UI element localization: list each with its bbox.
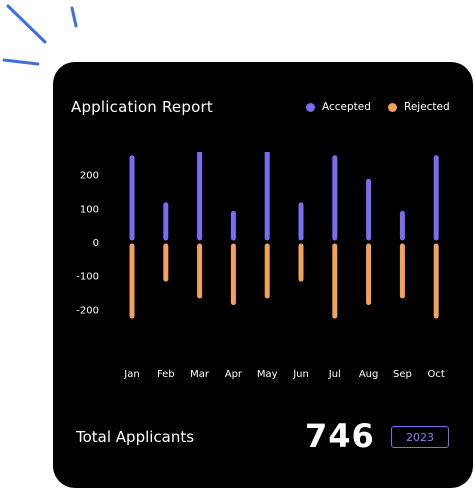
total-applicants-value: 746 [305,417,375,455]
x-tick-label: Mar [190,369,210,380]
decorative-rays-icon [2,4,78,66]
year-selector-button[interactable]: 2023 [391,426,449,448]
y-tick-label: -100 [76,272,99,283]
y-tick-label: -200 [76,305,99,316]
x-tick-label: Feb [157,369,175,380]
x-tick-label: Jan [123,369,139,380]
rejected-dot-icon [388,102,397,112]
x-tick-label: Oct [428,369,445,380]
total-applicants-label: Total Applicants [76,428,195,446]
chart-title: Application Report [71,98,213,116]
x-tick-label: Apr [225,369,243,380]
y-tick-label: 100 [80,204,99,215]
x-tick-label: Jul [328,369,341,380]
x-tick-label: May [257,369,278,380]
legend-accepted-label: Accepted [322,101,371,113]
legend-rejected: Rejected [388,101,450,113]
bar-chart: 3002001000-100-200JanFebMarAprMayJunJulA… [76,152,445,380]
legend-rejected-label: Rejected [404,101,450,113]
application-report-card: Application Report Accepted Rejected 300… [53,62,473,488]
x-tick-label: Aug [359,369,379,380]
x-tick-label: Jun [292,369,309,380]
y-tick-label: 0 [93,238,99,249]
legend-accepted: Accepted [306,101,371,113]
y-tick-label: 200 [80,171,99,182]
x-tick-label: Sep [393,369,412,380]
accepted-dot-icon [306,102,315,112]
